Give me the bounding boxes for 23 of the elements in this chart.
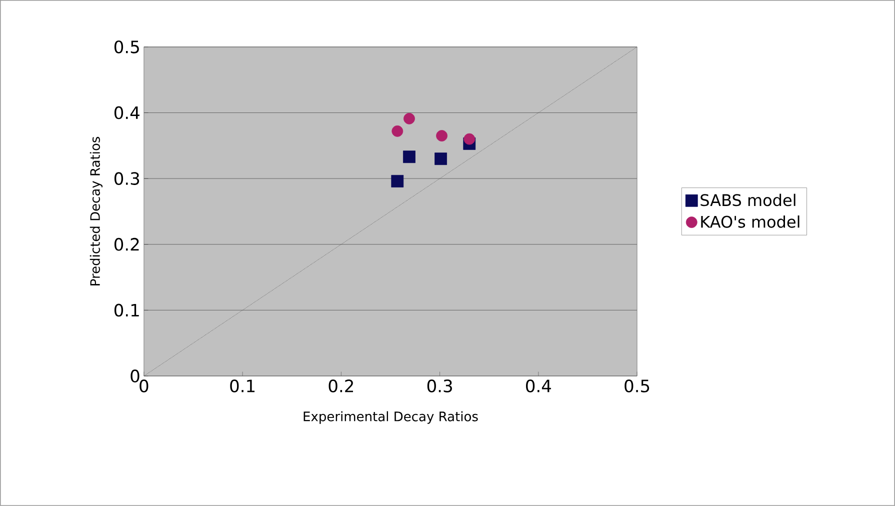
y-axis-title: Predicted Decay Ratios xyxy=(90,136,102,286)
y-tick-label: 0.2 xyxy=(114,238,139,251)
point xyxy=(392,126,404,137)
x-tick-label: 0.5 xyxy=(624,380,650,392)
x-tick-label: 0.1 xyxy=(230,380,255,392)
y-tick-label: 0.1 xyxy=(114,304,139,317)
point xyxy=(403,150,416,164)
point xyxy=(391,175,404,188)
x-tick-label: 0.3 xyxy=(427,380,452,392)
point xyxy=(404,113,415,124)
x-tick-label: 0.2 xyxy=(328,380,353,392)
point xyxy=(464,133,476,145)
y-tick-label: 0.4 xyxy=(114,106,140,120)
legend-label: SABS model xyxy=(700,194,796,206)
y-tick-label: 0.5 xyxy=(114,40,139,54)
x-tick-label: 0.4 xyxy=(526,380,551,392)
x-axis-title: Experimental Decay Ratios xyxy=(304,411,478,424)
point xyxy=(436,130,448,142)
point xyxy=(434,152,447,166)
y-tick-label: 0.3 xyxy=(114,172,140,186)
x-tick-label: 0 xyxy=(140,380,148,392)
legend-label: KAO's model xyxy=(701,216,800,228)
y-tick-label: 0 xyxy=(130,370,140,382)
